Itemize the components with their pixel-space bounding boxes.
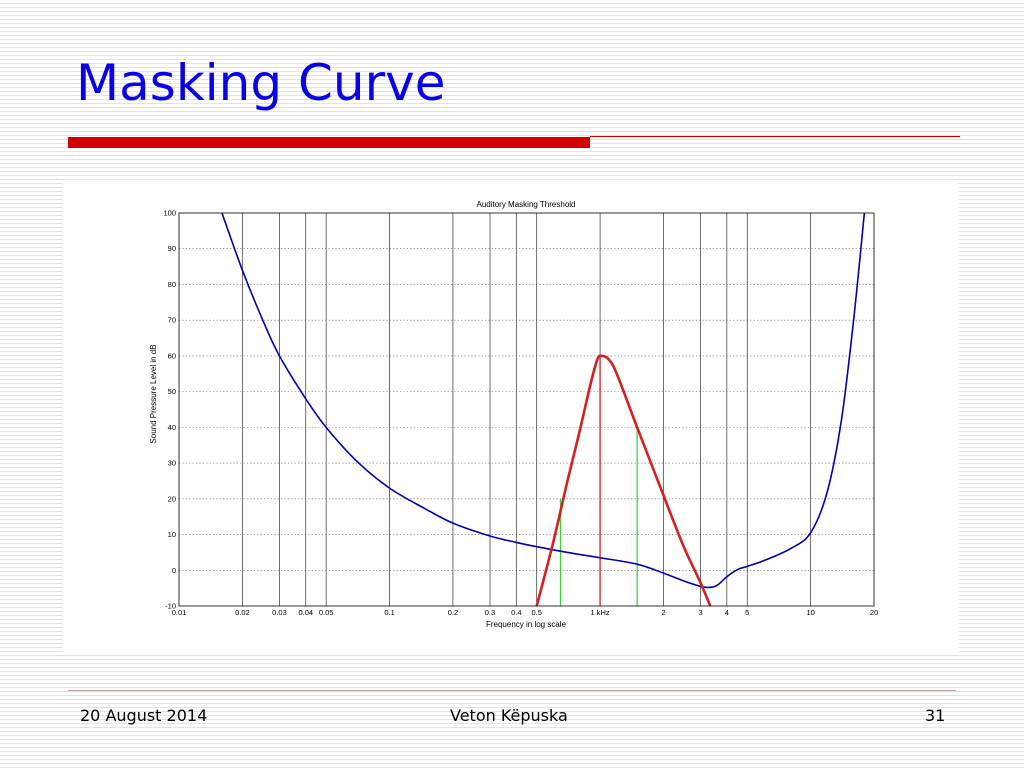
title-accent-rule (590, 136, 960, 137)
x-tick-label: 0.01 (172, 608, 187, 617)
x-tick-label: 0.02 (235, 608, 250, 617)
y-tick-label: 10 (168, 530, 176, 539)
x-tick-label: 20 (870, 608, 878, 617)
tick-labels: -10 0 10 20 30 40 50 60 70 80 90 100 0.01 0.02 0.03 0.0… (163, 209, 878, 618)
x-tick-label: 1 kHz (590, 608, 609, 617)
series-layer (221, 213, 866, 606)
y-tick-label: 0 (172, 566, 176, 575)
masking-chart: Auditory Masking Threshold Frequency in … (149, 200, 878, 629)
masking-curve (535, 354, 712, 606)
y-tick-label: 70 (168, 316, 176, 325)
y-tick-label: 90 (168, 244, 176, 253)
x-tick-label: 0.5 (531, 608, 541, 617)
y-axis-label: Sound Pressure Level in dB (149, 344, 158, 443)
plot-frame (178, 212, 875, 607)
x-tick-label: 0.03 (272, 608, 287, 617)
title-accent-bar (68, 137, 590, 148)
grid-lines (179, 213, 874, 606)
x-tick-label: 3 (698, 608, 702, 617)
y-tick-label: 20 (168, 494, 176, 503)
y-tick-label: 50 (168, 387, 176, 396)
x-tick-label: 2 (661, 608, 665, 617)
footer-rule (68, 690, 956, 691)
x-tick-label: 0.04 (298, 608, 313, 617)
x-tick-label: 0.3 (485, 608, 495, 617)
footer-page-number: 31 (925, 706, 946, 725)
chart-title: Auditory Masking Threshold (476, 200, 575, 209)
x-tick-label: 0.4 (511, 608, 521, 617)
y-tick-label: -10 (165, 602, 176, 611)
hearing-threshold-curve (221, 213, 866, 589)
x-tick-label: 4 (725, 608, 729, 617)
x-tick-label: 0.05 (319, 608, 334, 617)
y-tick-label: 40 (168, 423, 176, 432)
x-tick-label: 5 (745, 608, 749, 617)
footer-date: 20 August 2014 (80, 706, 208, 725)
slide-title: Masking Curve (76, 54, 446, 112)
x-tick-label: 10 (806, 608, 814, 617)
y-tick-label: 100 (163, 209, 176, 218)
y-tick-label: 60 (168, 351, 176, 360)
figure-panel: Auditory Masking Threshold Frequency in … (63, 181, 959, 654)
footer-author: Veton Këpuska (450, 706, 568, 725)
y-tick-label: 80 (168, 280, 176, 289)
x-tick-label: 0.2 (448, 608, 458, 617)
y-tick-label: 30 (168, 459, 176, 468)
x-axis-label: Frequency in log scale (486, 620, 567, 629)
x-tick-label: 0.1 (384, 608, 394, 617)
